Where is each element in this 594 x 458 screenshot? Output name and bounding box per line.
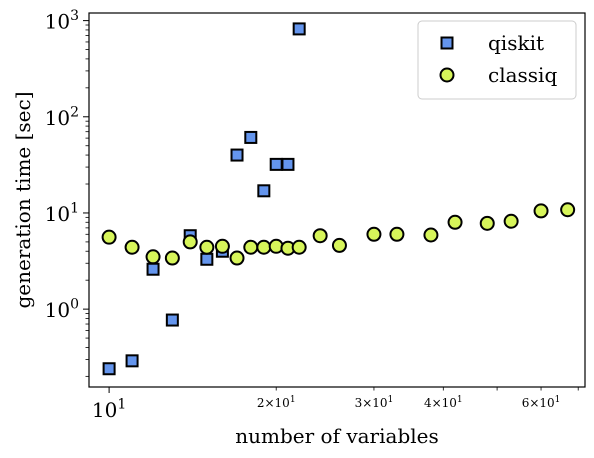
legend-label-qiskit: qiskit (488, 31, 544, 55)
classiq-point (164, 250, 180, 266)
y-tick-label: 101 (45, 201, 79, 226)
classiq-point (312, 228, 328, 244)
qiskit-point (281, 157, 295, 171)
legend-marker-qiskit (440, 36, 454, 50)
classiq-point (560, 202, 576, 218)
classiq-point (291, 239, 307, 255)
qiskit-point (146, 262, 160, 276)
x-axis-label: number of variables (235, 424, 439, 448)
qiskit-point (292, 22, 306, 36)
qiskit-point (102, 362, 116, 376)
classiq-point (447, 214, 463, 230)
legend-marker-classiq (439, 67, 455, 83)
qiskit-point (200, 252, 214, 266)
data-points (101, 22, 576, 376)
classiq-point (124, 239, 140, 255)
tick-labels: 101 2×101 3×101 4×101 6×101 100 101 102 103 (45, 8, 561, 422)
classiq-point (366, 226, 382, 242)
x-tick-label: 101 (92, 397, 126, 422)
classiq-point (243, 239, 259, 255)
classiq-point (423, 227, 439, 243)
classiq-point (533, 203, 549, 219)
classiq-point (229, 250, 245, 266)
y-axis-label: generation time [sec] (11, 91, 35, 308)
y-tick-label: 100 (45, 297, 79, 322)
classiq-point (214, 238, 230, 254)
classiq-point (503, 213, 519, 229)
qiskit-point (257, 184, 271, 198)
x-minor-tick-label: 3×101 (355, 395, 394, 410)
classiq-point (199, 239, 215, 255)
major-ticks (83, 20, 110, 393)
classiq-point (256, 239, 272, 255)
classiq-point (101, 229, 117, 245)
legend: qiskit classiq (417, 20, 577, 100)
qiskit-point (125, 354, 139, 368)
legend-label-classiq: classiq (488, 63, 557, 87)
classiq-point (479, 215, 495, 231)
qiskit-point (244, 130, 258, 144)
qiskit-point (269, 157, 283, 171)
qiskit-point (230, 148, 244, 162)
classiq-point (389, 226, 405, 242)
classiq-point (331, 237, 347, 253)
plot-frame (88, 12, 586, 388)
qiskit-point (165, 313, 179, 327)
x-minor-tick-label: 2×101 (257, 395, 296, 410)
classiq-point (145, 249, 161, 265)
legend-box (417, 20, 577, 100)
x-minor-tick-label: 6×101 (522, 395, 561, 410)
series-classiq (101, 202, 576, 266)
y-tick-label: 103 (45, 8, 79, 33)
classiq-point (182, 234, 198, 250)
y-tick-label: 102 (45, 104, 79, 129)
x-minor-tick-label: 4×101 (424, 395, 463, 410)
